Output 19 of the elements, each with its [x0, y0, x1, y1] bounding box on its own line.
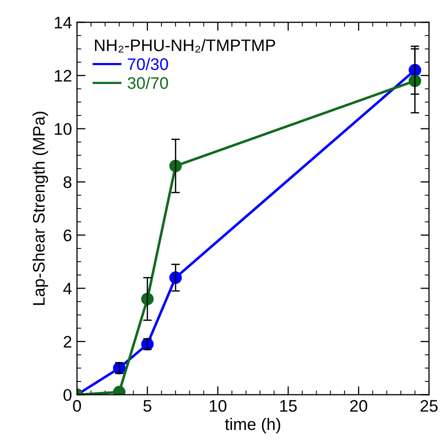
- y-tick-label: 0: [64, 389, 72, 401]
- y-tick-label: 4: [63, 282, 72, 294]
- y-tick-label: 6: [64, 230, 72, 242]
- legend-label: 30/70: [128, 76, 168, 89]
- y-tick-label: 14: [54, 16, 72, 28]
- x-tick-label: 5: [143, 400, 152, 412]
- y-tick-label: 2: [64, 336, 72, 348]
- x-tick-label: 25: [420, 400, 438, 412]
- x-tick-label: 20: [350, 400, 368, 412]
- y-tick-label: 8: [64, 176, 72, 188]
- x-tick-label: 0: [73, 400, 81, 412]
- y-tick-label: 10: [54, 123, 72, 135]
- y-tick-label: 12: [54, 70, 72, 82]
- x-axis-title: time (h): [225, 418, 280, 434]
- x-tick-label: 15: [280, 400, 297, 412]
- x-tick-label: 10: [210, 400, 226, 412]
- y-axis-title: Lap-Shear Strength (MPa): [32, 112, 48, 305]
- legend-title: NH₂-PHU-NH₂/TMPTMP: [95, 38, 276, 52]
- legend-label: 70/30: [128, 58, 168, 70]
